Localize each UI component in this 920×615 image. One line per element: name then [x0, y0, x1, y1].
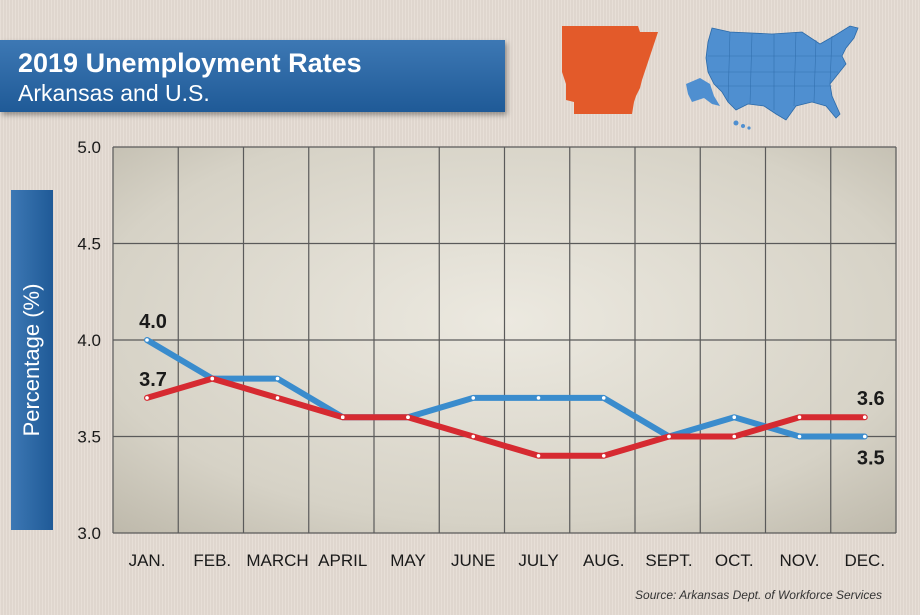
data-point-us	[275, 376, 280, 381]
y-tick-label: 5.0	[77, 138, 101, 157]
data-point-arkansas	[145, 396, 149, 400]
data-point-arkansas	[732, 434, 737, 439]
y-tick-label: 4.0	[77, 331, 101, 350]
y-tick-label: 4.5	[77, 235, 101, 254]
data-point-arkansas	[406, 415, 410, 420]
series-line-us	[144, 337, 868, 440]
data-label: 3.5	[857, 448, 885, 470]
x-tick-label: JUNE	[451, 551, 495, 570]
data-point-us	[536, 396, 541, 400]
grid-lines	[112, 146, 897, 534]
data-point-arkansas	[340, 415, 345, 420]
data-label: 4.0	[139, 311, 167, 333]
chart-subtitle: Arkansas and U.S.	[18, 80, 210, 106]
source-note: Source: Arkansas Dept. of Workforce Serv…	[635, 588, 882, 602]
x-tick-label: APRIL	[318, 551, 367, 570]
x-tick-label: FEB.	[193, 551, 231, 570]
data-label: 3.6	[857, 388, 885, 410]
us-map-icon	[686, 25, 859, 130]
x-tick-label: NOV.	[779, 551, 819, 570]
x-tick-label: AUG.	[583, 551, 625, 570]
data-label: 3.7	[139, 369, 167, 391]
x-tick-label: MAY	[390, 551, 426, 570]
data-point-arkansas	[601, 454, 606, 458]
x-tick-label: SEPT.	[645, 551, 692, 570]
data-point-us	[862, 434, 867, 439]
data-point-us	[145, 338, 149, 342]
data-point-arkansas	[471, 434, 476, 439]
title-banner: 2019 Unemployment Rates Arkansas and U.S…	[0, 40, 505, 112]
y-axis-label-banner: Percentage (%)	[11, 190, 53, 530]
x-tick-label: DEC.	[844, 551, 885, 570]
data-labels: 4.0 3.7 3.6 3.5	[139, 311, 885, 470]
y-tick-labels: 3.0 3.5 4.0 4.5 5.0	[77, 138, 101, 543]
data-point-arkansas	[536, 454, 541, 458]
data-point-us	[471, 396, 476, 400]
x-tick-label: MARCH	[246, 551, 308, 570]
series-points	[145, 338, 867, 458]
series-lines	[144, 337, 868, 459]
data-point-us	[732, 415, 737, 420]
y-tick-label: 3.5	[77, 428, 101, 447]
y-tick-label: 3.0	[77, 524, 101, 543]
data-point-arkansas	[667, 434, 671, 439]
data-point-us	[797, 434, 802, 439]
x-tick-label: OCT.	[715, 551, 754, 570]
chart-title: 2019 Unemployment Rates	[18, 48, 362, 78]
data-point-arkansas	[797, 415, 802, 420]
data-point-arkansas	[275, 396, 280, 400]
x-tick-label: JULY	[518, 551, 558, 570]
series-line-arkansas	[144, 375, 868, 459]
x-tick-label: JAN.	[129, 551, 166, 570]
data-point-us	[601, 396, 606, 400]
data-point-arkansas	[210, 376, 215, 381]
arkansas-map-icon	[562, 26, 658, 114]
x-tick-labels: JAN. FEB. MARCH APRIL MAY JUNE JULY AUG. SEPT. OC…	[129, 551, 885, 570]
data-point-arkansas	[862, 415, 867, 420]
